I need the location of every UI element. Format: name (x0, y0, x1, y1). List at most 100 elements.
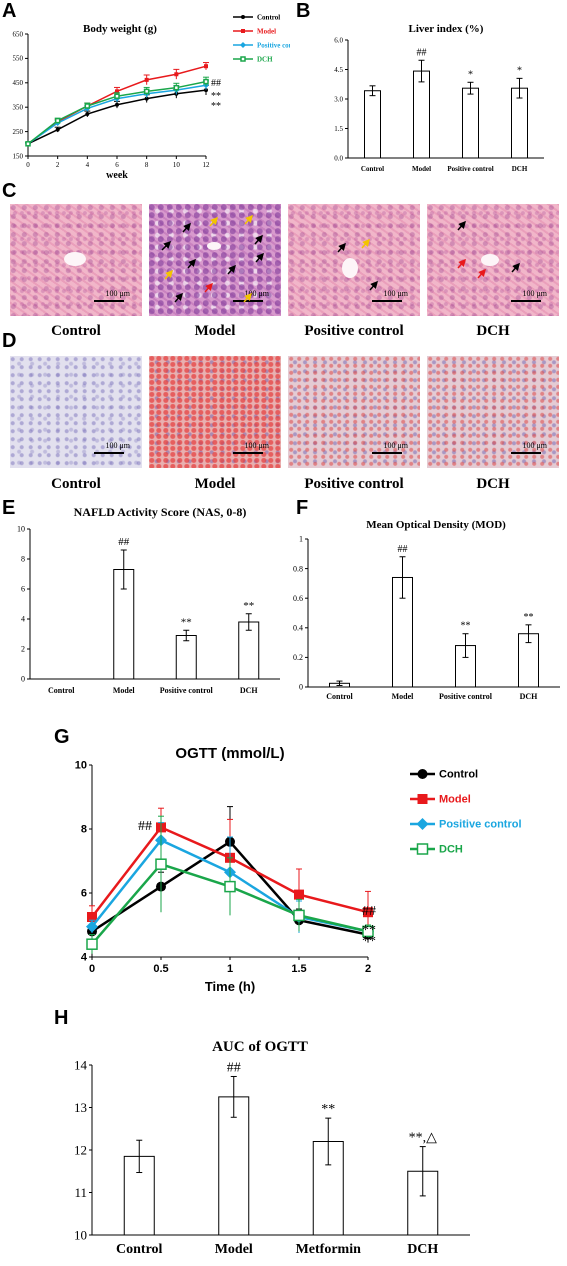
y-tick-label: 1 (299, 535, 303, 544)
y-tick-label: 350 (13, 104, 24, 112)
y-tick-label: 550 (13, 55, 24, 63)
x-axis-label: Time (h) (205, 979, 255, 994)
x-tick-label: 2 (365, 963, 371, 975)
y-tick-label: 10 (75, 760, 87, 772)
significance-mark: ** (461, 621, 471, 632)
category-label: Control (48, 686, 75, 695)
ogtt-chart: OGTT (mmol/L) 4 6 8 10 0 0.5 1 1.5 2 Time (h) Contr… (75, 745, 522, 994)
y-tick-label: 650 (13, 30, 24, 38)
data-point (144, 96, 149, 101)
y-tick-label: 0.6 (293, 594, 303, 603)
significance-mark: ** (362, 934, 376, 949)
data-point (203, 78, 209, 85)
data-point (84, 103, 91, 109)
he-caption-positive-control: Positive control (304, 323, 404, 339)
scale-bar-label: 100 μm (522, 441, 547, 450)
scale-bar-label: 100 μm (105, 289, 130, 298)
y-tick-label: 4 (21, 615, 25, 624)
y-tick-label: 4.5 (334, 66, 343, 74)
chart-title: Liver index (%) (409, 23, 484, 35)
panel-label-d: D (2, 330, 17, 352)
y-tick-label: 450 (13, 79, 24, 87)
legend-marker (416, 843, 429, 855)
y-tick-label: 14 (74, 1057, 88, 1072)
scale-bar (511, 452, 541, 454)
chart-title: OGTT (mmol/L) (175, 745, 284, 762)
y-tick-label: 12 (74, 1142, 87, 1157)
chart-title: Mean Optical Density (MOD) (366, 519, 506, 531)
scale-bar-label: 100 μm (105, 441, 130, 450)
significance-mark: ## (398, 544, 408, 555)
nafld-score-chart: NAFLD Activity Score (NAS, 0-8) 0 2 4 6 8 10 Co… (17, 505, 280, 695)
scale-bar (372, 452, 402, 454)
scale-bar (94, 300, 124, 302)
significance-mark: ** (181, 616, 192, 628)
scale-bar (94, 452, 124, 454)
legend-marker (241, 29, 245, 33)
legend-label: DCH (439, 844, 463, 856)
y-tick-label: 150 (13, 152, 24, 160)
bar (511, 87, 528, 159)
legend-marker (417, 794, 428, 804)
scale-bar-label: 100 μm (244, 289, 269, 298)
legend-marker (240, 56, 246, 62)
arrow (369, 280, 378, 291)
x-tick-label: 0 (89, 963, 95, 975)
legend-marker (416, 818, 429, 830)
auc-ogtt-chart: AUC of OGTT 10 11 12 13 14 Control Model ## Metfo… (74, 1039, 470, 1257)
chart-title: AUC of OGTT (212, 1039, 308, 1055)
category-label: Positive control (439, 692, 493, 701)
significance-mark: * (517, 65, 522, 76)
y-tick-label: 8 (81, 824, 87, 836)
y-tick-label: 0 (21, 675, 25, 684)
data-point (173, 84, 180, 91)
category-label: Control (361, 165, 384, 173)
category-label: DCH (520, 692, 539, 701)
y-tick-label: 3.0 (334, 95, 343, 103)
he-image-positive-control: 100 μm (288, 204, 420, 316)
significance-mark: ## (227, 1060, 241, 1075)
legend-label: Positive control (257, 41, 290, 49)
arrow (361, 238, 370, 249)
oro-caption-dch: DCH (476, 476, 510, 492)
y-tick-label: 0.0 (334, 154, 343, 162)
oro-image-control: 100 μm (10, 356, 142, 468)
scale-bar-label: 100 μm (383, 441, 408, 450)
y-tick-label: 6.0 (334, 36, 343, 44)
arrow (457, 220, 466, 231)
data-point (294, 889, 304, 900)
y-tick-label: 1.5 (334, 125, 343, 133)
y-tick-label: 2 (21, 645, 25, 654)
legend-label: Positive control (439, 819, 522, 831)
oro-caption-model: Model (194, 476, 236, 492)
legend-label: Control (439, 769, 478, 781)
category-label: Control (326, 692, 353, 701)
arrow (477, 268, 486, 279)
y-tick-label: 10 (17, 525, 25, 534)
arrow (243, 292, 252, 303)
bar (175, 635, 197, 680)
scale-bar-label: 100 μm (522, 289, 547, 298)
x-tick-label: 12 (203, 161, 211, 169)
data-point (143, 88, 150, 95)
bar (364, 90, 381, 159)
he-image-dch: 100 μm (427, 204, 559, 316)
y-tick-label: 11 (74, 1185, 87, 1200)
scale-bar (511, 300, 541, 302)
x-tick-label: 4 (86, 161, 90, 169)
category-label: Model (392, 692, 415, 701)
category-label: Positive control (447, 165, 493, 173)
data-point (54, 117, 61, 124)
he-caption-control: Control (51, 323, 101, 339)
arrow (254, 234, 263, 245)
data-point (87, 912, 97, 922)
significance-mark: ** (211, 101, 221, 112)
oro-caption-positive-control: Positive control (304, 476, 404, 492)
data-point (224, 880, 236, 893)
category-label: DCH (407, 1242, 438, 1257)
oro-image-model: 100 μm (149, 356, 281, 468)
arrow (209, 216, 218, 227)
data-point (115, 89, 119, 94)
arrow (187, 258, 196, 269)
significance-mark: ** (243, 600, 254, 612)
